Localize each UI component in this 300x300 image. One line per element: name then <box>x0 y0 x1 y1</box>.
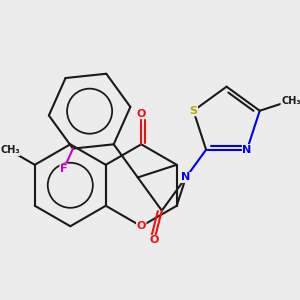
Text: F: F <box>60 164 68 174</box>
Text: CH₃: CH₃ <box>281 96 300 106</box>
Text: CH₃: CH₃ <box>0 146 20 155</box>
Text: O: O <box>136 221 146 231</box>
Text: N: N <box>181 172 190 182</box>
Text: O: O <box>150 236 159 245</box>
Text: S: S <box>189 106 197 116</box>
Text: N: N <box>242 145 252 155</box>
Text: O: O <box>136 109 146 118</box>
